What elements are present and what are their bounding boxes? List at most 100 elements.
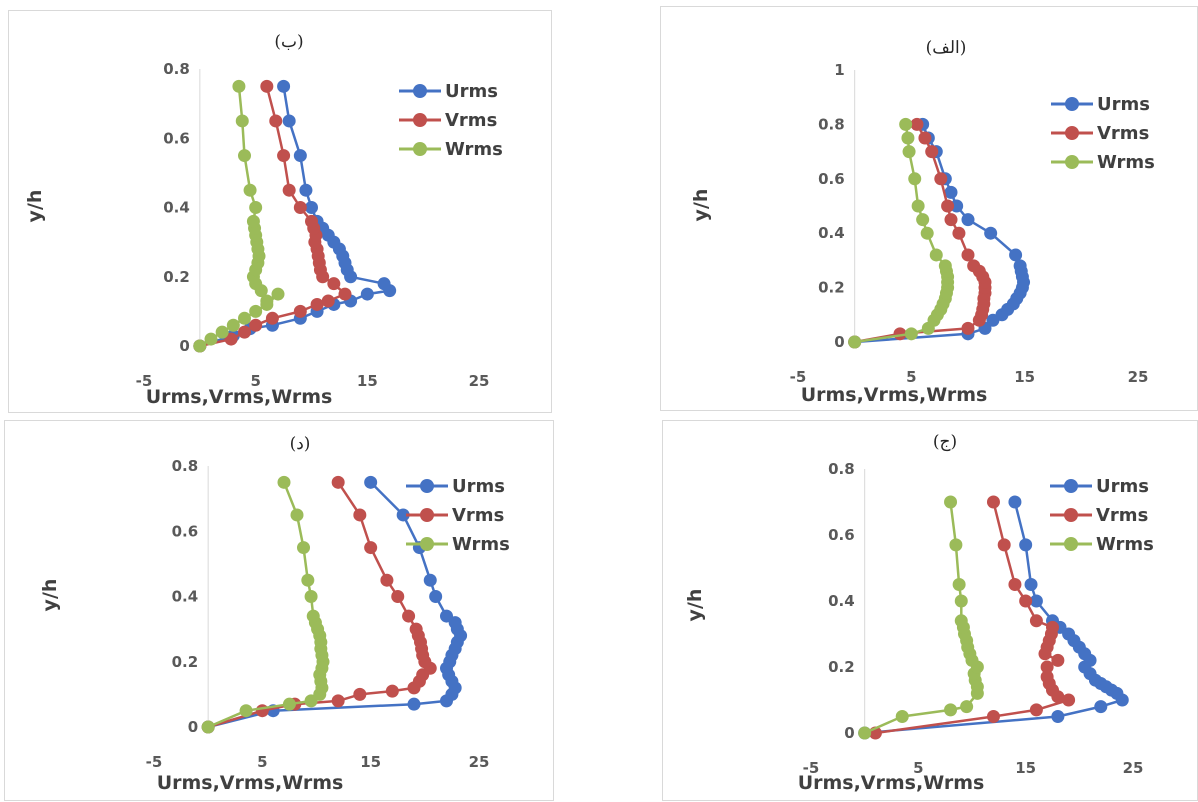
data-point-vrms <box>961 248 975 262</box>
data-point-wrms <box>904 327 918 341</box>
data-point-wrms <box>938 259 952 273</box>
data-point-vrms <box>986 495 1000 509</box>
chart-title: (ج) <box>933 432 957 452</box>
legend-marker-wrms <box>420 537 434 551</box>
series-line-wrms <box>207 481 325 729</box>
chart-title: (ب) <box>274 32 303 52</box>
data-point-urms <box>364 475 378 489</box>
legend-marker-vrms <box>1064 508 1078 522</box>
data-point-wrms <box>226 318 240 332</box>
x-tick-label: 25 <box>469 753 490 771</box>
legend-marker-vrms <box>413 113 427 127</box>
data-point-vrms <box>910 117 924 131</box>
data-point-vrms <box>338 287 352 301</box>
y-tick-label: 0.6 <box>818 170 845 188</box>
data-point-urms <box>423 573 437 587</box>
chart-title: (د) <box>290 434 311 454</box>
data-point-vrms <box>1046 620 1059 634</box>
x-axis-label: Urms,Vrms,Wrms <box>146 386 333 408</box>
data-point-urms <box>961 213 975 227</box>
x-tick-label: 5 <box>257 753 267 771</box>
data-point-wrms <box>899 117 913 131</box>
y-tick-label: 0.4 <box>163 199 190 217</box>
chart-jim: (ج) 0 0.2 0.4 0.6 0.8 -5 5 15 25 y/h Urms,Vrms,Wrms… <box>684 432 1154 794</box>
data-point-wrms <box>949 538 963 552</box>
data-point-vrms <box>238 325 251 339</box>
legend-label-wrms: Wrms <box>445 139 503 160</box>
data-point-urms <box>944 185 958 199</box>
data-point-urms <box>377 277 391 291</box>
data-point-urms <box>984 226 998 240</box>
data-point-vrms <box>255 704 269 718</box>
chart-panel-b: (ب) 0 0.2 0.4 0.6 0.8 -5 5 15 25 y/h Urms,Vrms,Wrms… <box>8 10 552 413</box>
legend-marker-wrms <box>1065 155 1079 169</box>
data-point-vrms <box>310 297 324 311</box>
data-point-vrms <box>925 145 939 159</box>
data-point-urms <box>1051 710 1065 723</box>
y-tick-label: 0.2 <box>828 658 855 676</box>
data-point-wrms <box>239 704 253 718</box>
chart-b: (ب) 0 0.2 0.4 0.6 0.8 -5 5 15 25 y/h Urms,Vrms,Wrms… <box>24 32 503 408</box>
data-point-vrms <box>391 590 405 603</box>
data-point-vrms <box>305 214 318 228</box>
x-axis-label: Urms,Vrms,Wrms <box>157 772 344 794</box>
data-point-vrms <box>1008 578 1022 591</box>
data-point-vrms <box>331 475 345 489</box>
data-point-wrms <box>297 541 310 555</box>
data-point-vrms <box>1019 594 1033 608</box>
x-tick-label: -5 <box>136 372 153 390</box>
data-point-wrms <box>306 609 320 623</box>
y-axis-label: y/h <box>690 189 712 222</box>
data-point-wrms <box>944 703 958 717</box>
x-tick-label: 25 <box>1128 368 1149 386</box>
data-point-urms <box>1013 259 1027 273</box>
data-point-urms <box>1008 495 1022 509</box>
data-point-vrms <box>293 201 307 214</box>
data-point-wrms <box>260 294 274 308</box>
chart-alef: (الف) 0 0.2 0.4 0.6 0.8 1 -5 5 15 25 y/h Urms,Vrms,W… <box>690 38 1155 406</box>
legend-label-urms: Urms <box>445 81 498 102</box>
y-tick-label: 0 <box>188 718 198 736</box>
data-point-wrms <box>246 214 260 228</box>
data-point-vrms <box>385 684 399 698</box>
data-point-vrms <box>1040 670 1054 684</box>
data-point-wrms <box>282 697 296 711</box>
data-point-vrms <box>331 694 345 708</box>
y-tick-label: 0.8 <box>163 60 190 78</box>
data-point-vrms <box>1062 693 1076 707</box>
data-point-wrms <box>920 226 934 240</box>
chart-dal: (د) 0 0.2 0.4 0.6 0.8 -5 5 15 25 y/h Urms,Vrms,Wrms… <box>39 434 510 794</box>
legend-marker-urms <box>420 479 434 493</box>
y-tick-label: 0.2 <box>172 653 199 671</box>
chart-panel-alef: (الف) 0 0.2 0.4 0.6 0.8 1 -5 5 15 25 y/h Urms,Vrms,W… <box>660 6 1198 411</box>
data-point-vrms <box>260 79 274 93</box>
data-point-wrms <box>215 325 229 339</box>
data-point-urms <box>1009 248 1023 262</box>
data-point-vrms <box>277 149 291 163</box>
data-point-wrms <box>238 149 251 163</box>
data-point-urms <box>407 697 421 711</box>
data-point-urms <box>277 79 291 93</box>
y-tick-label: 0.6 <box>828 526 855 544</box>
data-point-vrms <box>941 199 955 213</box>
series-line-urms <box>864 501 1124 735</box>
data-point-wrms <box>911 199 925 213</box>
data-point-vrms <box>409 622 423 636</box>
y-axis-label: y/h <box>24 190 46 223</box>
y-tick-label: 0 <box>834 333 844 351</box>
data-point-wrms <box>858 726 872 740</box>
data-point-wrms <box>232 79 246 93</box>
chart-panel-dal: (د) 0 0.2 0.4 0.6 0.8 -5 5 15 25 y/h Urms,Vrms,Wrms… <box>4 420 554 801</box>
data-point-wrms <box>954 614 968 628</box>
x-tick-label: 5 <box>250 372 260 390</box>
data-point-wrms <box>902 145 916 159</box>
legend-label-vrms: Vrms <box>445 110 497 131</box>
data-point-vrms <box>321 294 335 308</box>
x-axis-label: Urms,Vrms,Wrms <box>801 384 988 406</box>
data-point-wrms <box>193 339 207 353</box>
legend-label-urms: Urms <box>1097 94 1150 115</box>
legend-label-urms: Urms <box>452 476 505 497</box>
x-tick-label: 15 <box>1014 368 1035 386</box>
data-point-vrms <box>1051 653 1065 667</box>
x-tick-label: 25 <box>1123 759 1144 777</box>
